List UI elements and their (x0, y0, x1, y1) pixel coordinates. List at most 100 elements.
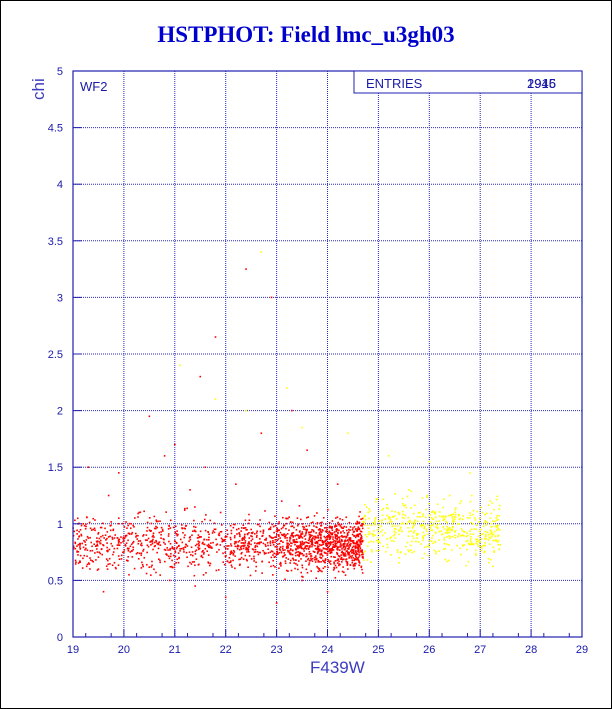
data-point (328, 522, 331, 524)
data-point (362, 522, 365, 524)
data-point (242, 524, 245, 526)
x-tick-label: 27 (474, 644, 486, 656)
data-point (141, 544, 143, 547)
data-point (289, 538, 291, 540)
data-point (371, 550, 373, 553)
data-point (235, 483, 237, 485)
data-point (207, 546, 210, 549)
data-point (129, 545, 132, 548)
data-point (155, 520, 158, 523)
data-point (316, 542, 319, 545)
data-point (490, 522, 493, 525)
data-point (483, 551, 485, 554)
data-point (484, 537, 486, 540)
data-point (333, 540, 335, 542)
data-point (168, 579, 171, 582)
data-point (451, 535, 454, 538)
data-point (347, 568, 349, 570)
data-point (339, 517, 341, 520)
data-point (311, 540, 313, 543)
data-point (382, 498, 385, 500)
data-point (310, 555, 313, 557)
data-point (349, 538, 352, 541)
data-point (171, 566, 174, 569)
data-point (453, 520, 455, 523)
data-point (270, 550, 273, 552)
data-point (345, 516, 348, 519)
data-point (80, 524, 83, 527)
data-point (307, 516, 309, 518)
data-point (488, 543, 491, 545)
data-point (411, 522, 413, 525)
data-point (431, 511, 433, 513)
data-point (444, 547, 447, 550)
data-point (223, 563, 226, 566)
data-point (174, 443, 176, 446)
data-point (399, 526, 402, 529)
data-point (83, 539, 85, 542)
data-point (440, 530, 443, 532)
data-point (157, 547, 160, 550)
data-point (334, 524, 337, 526)
data-point (443, 548, 445, 551)
data-point (215, 538, 217, 541)
data-point (118, 540, 120, 543)
data-point (386, 514, 388, 517)
data-point (313, 530, 315, 533)
data-point (213, 528, 216, 531)
data-point (399, 528, 402, 530)
data-point (209, 562, 212, 565)
data-point (337, 570, 340, 573)
data-point (287, 551, 289, 553)
data-point (286, 539, 288, 542)
data-point (262, 532, 265, 534)
data-point (127, 548, 129, 550)
data-point (235, 540, 237, 543)
data-point (312, 544, 314, 546)
data-point (322, 529, 324, 532)
data-point (335, 530, 338, 533)
data-point (222, 561, 225, 563)
data-point (360, 565, 363, 568)
data-point (322, 567, 325, 570)
data-point (253, 551, 256, 553)
data-point (96, 569, 99, 571)
data-point (405, 545, 407, 548)
data-point (397, 525, 399, 527)
data-point (191, 554, 194, 557)
data-point (269, 540, 272, 543)
data-point (223, 539, 225, 542)
data-point (376, 529, 379, 531)
data-point (481, 533, 484, 535)
data-point (232, 559, 234, 562)
data-point (298, 554, 301, 557)
data-point (245, 268, 247, 270)
data-point (324, 559, 327, 562)
data-point (244, 527, 247, 529)
data-point (148, 529, 151, 531)
data-point (287, 546, 290, 549)
data-point (207, 545, 209, 548)
data-point (480, 549, 483, 552)
data-point (274, 536, 276, 538)
data-point (389, 519, 392, 521)
data-point (274, 566, 276, 568)
data-point (209, 519, 212, 522)
data-point (286, 544, 288, 546)
data-point (309, 560, 311, 562)
data-point (318, 539, 321, 542)
data-point (296, 554, 299, 556)
data-point (381, 509, 383, 512)
data-point (478, 539, 480, 542)
data-point (493, 551, 495, 553)
data-point (187, 565, 189, 568)
data-point (317, 560, 319, 563)
data-point (444, 558, 447, 561)
data-point (421, 497, 424, 499)
data-point (331, 549, 333, 552)
stats-box (353, 70, 583, 94)
data-point (123, 526, 126, 528)
data-point (420, 525, 423, 528)
data-point (449, 527, 451, 529)
data-point (305, 525, 308, 528)
